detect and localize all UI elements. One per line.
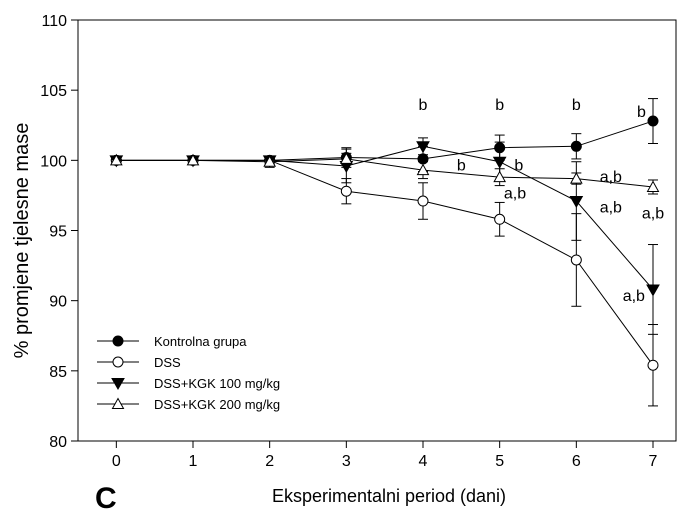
x-axis-title: Eksperimentalni period (dani) xyxy=(272,486,506,506)
legend-item: DSS xyxy=(97,355,181,370)
legend: Kontrolna grupa DSS DSS+KGK 100 mg/kg DSS+K… xyxy=(97,334,280,412)
data-point xyxy=(186,153,200,166)
series-line xyxy=(116,145,654,290)
significance-label: a,b xyxy=(600,169,622,186)
significance-label: a,b xyxy=(623,288,645,305)
x-tick-label: 2 xyxy=(265,453,274,470)
significance-label: b xyxy=(637,104,646,121)
data-point xyxy=(263,155,277,167)
series-line xyxy=(116,158,654,188)
legend-label: DSS+KGK 200 mg/kg xyxy=(154,397,280,412)
legend-item: DSS+KGK 100 mg/kg xyxy=(97,376,280,391)
x-tick-label: 5 xyxy=(495,453,504,470)
data-point xyxy=(416,163,430,176)
legend-item: Kontrolna grupa xyxy=(97,334,247,349)
data-point xyxy=(493,170,507,183)
data-point xyxy=(569,196,584,209)
data-point xyxy=(647,115,659,127)
data-point xyxy=(340,185,352,197)
y-tick-label: 90 xyxy=(49,294,67,311)
significance-label: a,b xyxy=(600,200,622,217)
data-point xyxy=(647,359,659,371)
legend-label: DSS+KGK 100 mg/kg xyxy=(154,376,280,391)
legend-marker xyxy=(112,356,124,368)
significance-label: b xyxy=(495,97,504,114)
data-point xyxy=(570,140,582,152)
y-tick-label: 110 xyxy=(41,13,67,30)
y-axis-title: % promjene tjelesne mase xyxy=(11,123,33,359)
data-point xyxy=(109,153,123,166)
y-tick-label: 100 xyxy=(40,153,67,170)
data-point xyxy=(492,156,507,169)
data-point xyxy=(416,141,430,154)
x-tick-label: 0 xyxy=(112,453,121,470)
x-tick-label: 3 xyxy=(342,453,351,470)
legend-marker xyxy=(111,397,125,409)
y-tick-label: 85 xyxy=(49,364,67,381)
legend-item: DSS+KGK 200 mg/kg xyxy=(97,397,280,412)
significance-label: b xyxy=(514,158,523,175)
x-tick-label: 6 xyxy=(572,453,581,470)
significance-label: a,b xyxy=(504,186,526,203)
legend-marker xyxy=(112,335,124,347)
significance-label: b xyxy=(457,158,466,175)
significance-label: b xyxy=(419,97,428,114)
data-point xyxy=(417,195,429,207)
x-tick-label: 4 xyxy=(419,453,428,470)
data-point xyxy=(339,152,353,164)
data-point xyxy=(569,172,583,184)
panel-letter: C xyxy=(95,487,117,511)
y-tick-label: 95 xyxy=(49,224,67,241)
series-line xyxy=(116,120,654,161)
data-point xyxy=(646,180,660,192)
x-tick-label: 1 xyxy=(189,453,198,470)
x-tick-label: 7 xyxy=(649,453,658,470)
legend-label: DSS xyxy=(154,355,181,370)
y-tick-label: 105 xyxy=(40,83,67,100)
significance-label: b xyxy=(572,97,581,114)
series-4 xyxy=(109,152,660,195)
significance-label: a,b xyxy=(642,205,664,222)
data-point xyxy=(646,284,660,297)
legend-marker xyxy=(111,378,125,391)
data-point xyxy=(494,213,506,225)
y-tick-label: 80 xyxy=(49,434,67,451)
legend-label: Kontrolna grupa xyxy=(154,334,247,349)
data-point xyxy=(570,254,582,266)
